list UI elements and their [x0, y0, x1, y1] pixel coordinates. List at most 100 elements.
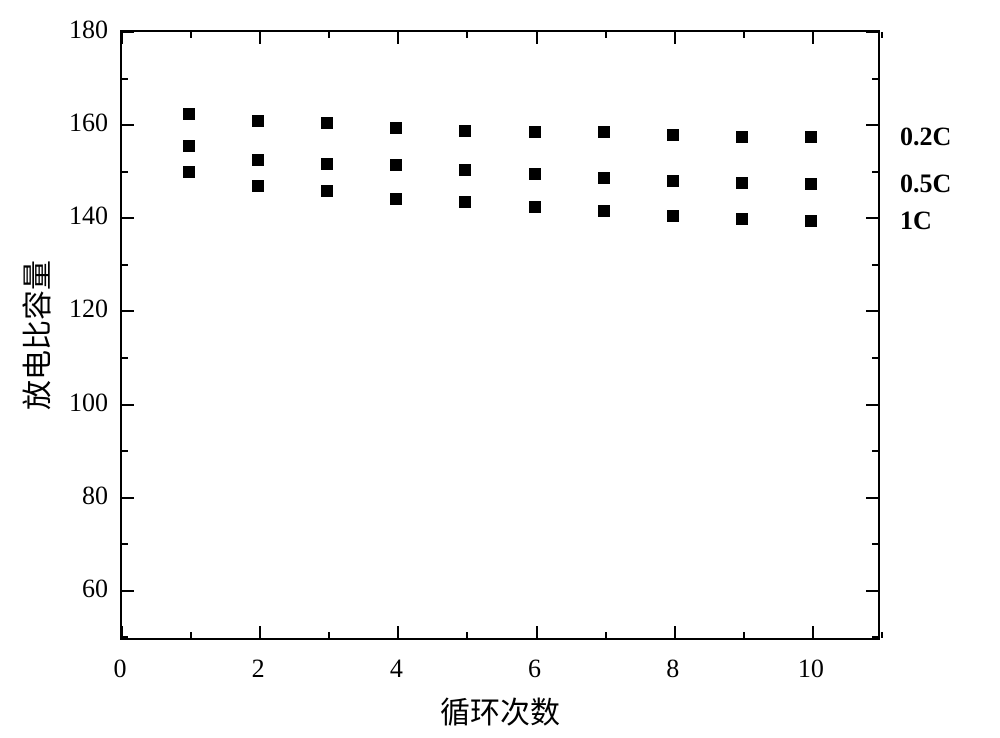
x-tick-top [466, 32, 468, 38]
x-tick-label: 0 [114, 654, 127, 684]
x-tick-top [674, 32, 676, 44]
x-tick [743, 632, 745, 638]
y-tick [122, 404, 134, 406]
data-point [252, 115, 264, 127]
data-point [805, 131, 817, 143]
y-tick-right [872, 543, 878, 545]
y-tick [122, 171, 128, 173]
y-tick-label: 100 [69, 388, 108, 418]
y-axis-label: 放电比容量 [13, 260, 57, 410]
data-point [321, 158, 333, 170]
data-point [252, 180, 264, 192]
x-tick-top [812, 32, 814, 44]
x-tick-top [259, 32, 261, 44]
y-tick [122, 543, 128, 545]
series-label: 1C [900, 206, 932, 236]
data-point [529, 201, 541, 213]
data-point [321, 185, 333, 197]
x-tick-label: 8 [666, 654, 679, 684]
x-tick-top [743, 32, 745, 38]
data-point [598, 172, 610, 184]
y-tick [122, 636, 128, 638]
y-tick-label: 80 [82, 481, 108, 511]
x-tick [881, 632, 883, 638]
y-tick [122, 124, 134, 126]
data-point [183, 108, 195, 120]
y-tick-right [872, 450, 878, 452]
data-point [183, 140, 195, 152]
data-point [805, 178, 817, 190]
series-label: 0.5C [900, 169, 951, 199]
y-tick-right [872, 264, 878, 266]
x-tick [397, 626, 399, 638]
x-tick-top [605, 32, 607, 38]
x-tick [190, 632, 192, 638]
x-tick-label: 10 [798, 654, 824, 684]
data-point [667, 175, 679, 187]
data-point [459, 164, 471, 176]
y-tick [122, 497, 134, 499]
data-point [459, 125, 471, 137]
data-point [667, 129, 679, 141]
x-tick-label: 6 [528, 654, 541, 684]
data-point [321, 117, 333, 129]
y-tick-right [866, 590, 878, 592]
y-tick-right [872, 171, 878, 173]
data-point [598, 205, 610, 217]
x-tick-top [190, 32, 192, 38]
y-tick-right [866, 31, 878, 33]
x-tick [328, 632, 330, 638]
y-tick-right [866, 217, 878, 219]
data-point [390, 159, 402, 171]
x-tick [466, 632, 468, 638]
data-point [459, 196, 471, 208]
x-tick [674, 626, 676, 638]
data-point [598, 126, 610, 138]
y-tick-right [866, 124, 878, 126]
y-tick-right [866, 497, 878, 499]
x-tick-label: 4 [390, 654, 403, 684]
y-tick-right [866, 310, 878, 312]
x-axis-label: 循环次数 [440, 688, 560, 732]
y-tick-label: 140 [69, 201, 108, 231]
data-point [805, 215, 817, 227]
x-tick-label: 2 [252, 654, 265, 684]
x-tick-top [881, 32, 883, 38]
x-tick [605, 632, 607, 638]
data-point [529, 168, 541, 180]
x-tick-top [397, 32, 399, 44]
x-tick [812, 626, 814, 638]
x-tick-top [536, 32, 538, 44]
y-tick [122, 310, 134, 312]
data-point [390, 193, 402, 205]
data-point [667, 210, 679, 222]
y-tick-right [872, 78, 878, 80]
plot-area [120, 30, 880, 640]
data-point [529, 126, 541, 138]
y-tick-label: 60 [82, 574, 108, 604]
y-tick [122, 31, 134, 33]
y-tick [122, 357, 128, 359]
x-tick-top [328, 32, 330, 38]
data-point [736, 177, 748, 189]
series-label: 0.2C [900, 122, 951, 152]
y-tick-label: 180 [69, 15, 108, 45]
data-point [390, 122, 402, 134]
y-tick-label: 160 [69, 108, 108, 138]
y-tick [122, 78, 128, 80]
y-tick [122, 264, 128, 266]
data-point [183, 166, 195, 178]
y-tick-right [866, 404, 878, 406]
y-tick [122, 217, 134, 219]
y-tick [122, 590, 134, 592]
y-tick-right [872, 357, 878, 359]
chart-container: 循环次数 放电比容量 0 2 4 6 8 10 60 80 100 120 140 160 180 0.2… [0, 0, 1000, 738]
x-tick [536, 626, 538, 638]
data-point [736, 131, 748, 143]
y-tick-label: 120 [69, 294, 108, 324]
y-tick [122, 450, 128, 452]
data-point [736, 213, 748, 225]
data-point [252, 154, 264, 166]
x-tick-top [121, 32, 123, 44]
y-tick-right [872, 636, 878, 638]
